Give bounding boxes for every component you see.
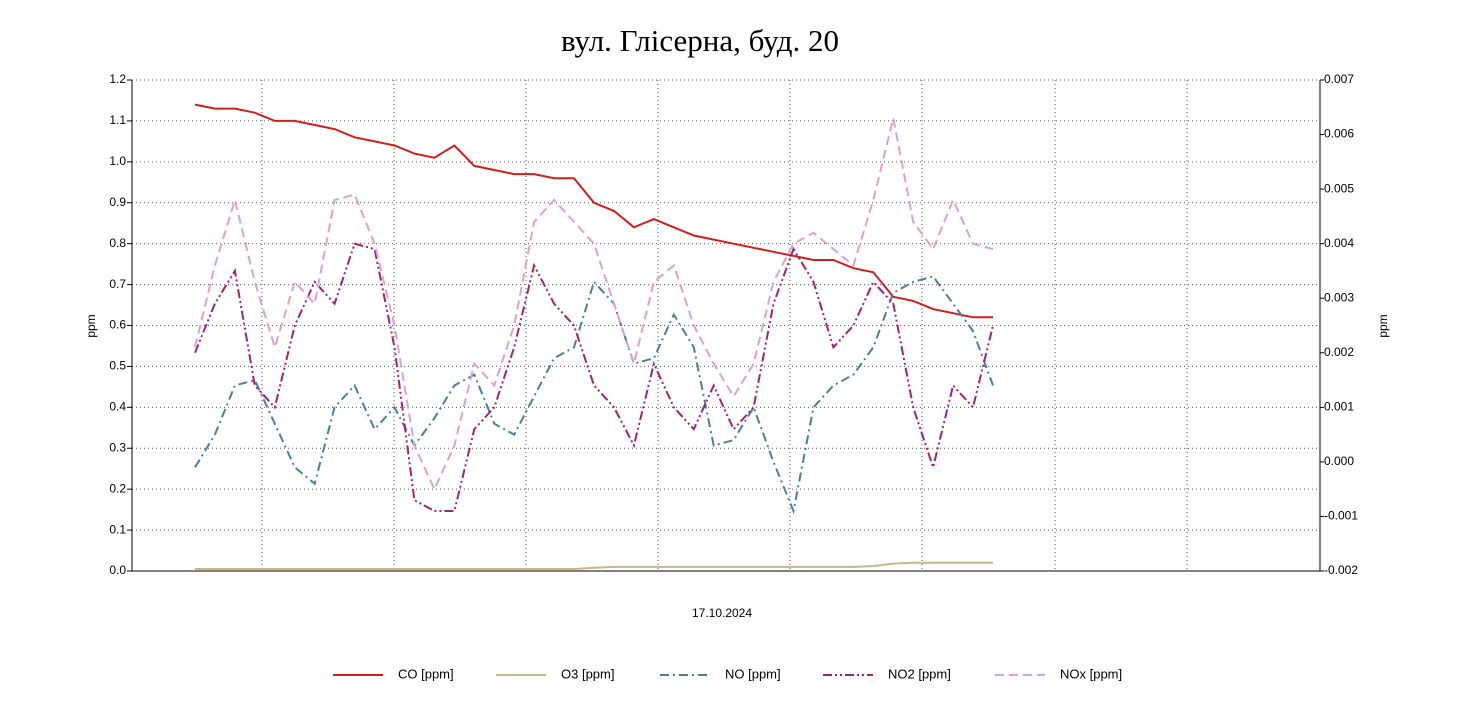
chart-title: вул. Глісерна, буд. 20 — [561, 23, 839, 58]
y2-tick-label: 0.002 — [1324, 345, 1354, 359]
y-tick-label: 0.8 — [109, 236, 126, 250]
y-tick-label: 0.7 — [109, 277, 126, 291]
y-tick-label: 0.5 — [109, 359, 126, 373]
series-line — [195, 561, 993, 570]
x-axis-label: 17.10.2024 — [692, 606, 752, 620]
legend-label: CO [ppm] — [398, 666, 454, 681]
y2-tick-label: -0.002 — [1324, 563, 1358, 577]
legend-label: O3 [ppm] — [561, 666, 614, 681]
y2-tick-label: 0.006 — [1324, 127, 1354, 141]
y2-tick-label: 0.000 — [1324, 454, 1354, 468]
y2-tick-label: -0.001 — [1324, 509, 1358, 523]
y-tick-label: 0.9 — [109, 195, 126, 209]
y-tick-label: 0.6 — [109, 318, 126, 332]
series-line — [194, 275, 994, 515]
y2-tick-label: 0.001 — [1324, 400, 1354, 414]
y-tick-label: 0.3 — [109, 440, 126, 454]
y2-tick-label: 0.004 — [1324, 236, 1354, 250]
y-tick-label: 1.1 — [109, 113, 126, 127]
y2-tick-label: 0.003 — [1324, 290, 1354, 304]
y-tick-label: 0.4 — [109, 400, 126, 414]
y2-tick-label: 0.007 — [1324, 72, 1354, 86]
series-line — [194, 117, 994, 492]
series-line — [194, 103, 993, 319]
legend-label: NO [ppm] — [725, 666, 781, 681]
y-tick-label: 0.1 — [109, 522, 126, 536]
y2-tick-label: 0.005 — [1324, 181, 1354, 195]
series-line — [194, 242, 994, 512]
axes — [131, 80, 1321, 572]
y-axis-label: ppm — [84, 314, 98, 337]
y-tick-label: 1.0 — [109, 154, 126, 168]
y2-axis-label: ppm — [1376, 314, 1390, 337]
legend-label: NOx [ppm] — [1060, 666, 1122, 681]
y-tick-label: 1.2 — [109, 72, 126, 86]
y-tick-label: 0.2 — [109, 481, 126, 495]
y-tick-label: 0.0 — [109, 563, 126, 577]
legend-label: NO2 [ppm] — [888, 666, 951, 681]
